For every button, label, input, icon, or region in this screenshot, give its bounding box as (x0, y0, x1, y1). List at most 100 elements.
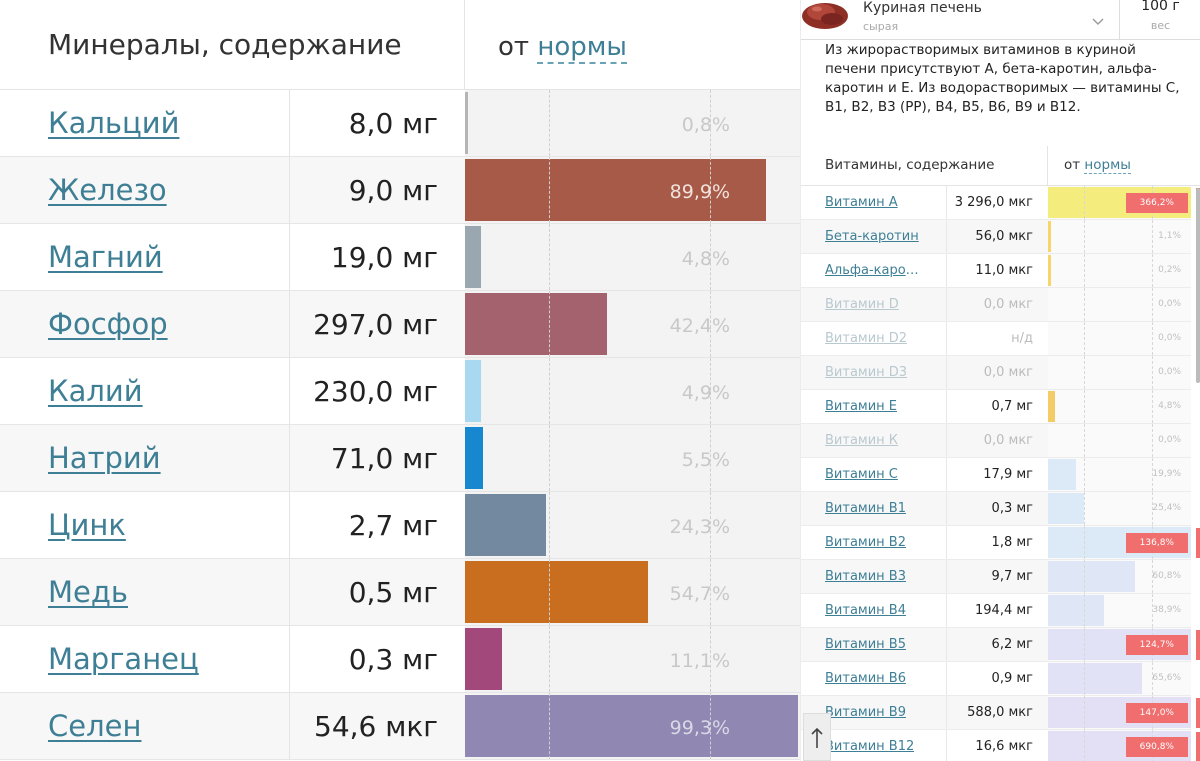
food-subtitle: сырая (863, 20, 899, 33)
vitamin-row: Витамин А 3 296,0 мкг 366,2% (801, 186, 1200, 220)
norm-bar (1048, 391, 1055, 422)
mineral-name-link[interactable]: Калий (48, 374, 143, 408)
mineral-name-link[interactable]: Натрий (48, 441, 161, 475)
gridline (1084, 186, 1085, 219)
food-selector[interactable]: Куриная печень сырая 100 г вес (801, 0, 1200, 40)
vitamin-name-link[interactable]: Витамин D2 (825, 331, 908, 346)
vitamin-name-link[interactable]: Витамин Е (825, 399, 898, 414)
vitamin-name-link[interactable]: Витамин В4 (825, 603, 906, 618)
norm-bar (465, 427, 484, 489)
column-divider (946, 560, 947, 593)
norm-link[interactable]: нормы (537, 32, 627, 64)
overflow-marker (1196, 528, 1200, 558)
arrow-up-icon[interactable] (803, 713, 831, 761)
gridline (1084, 492, 1085, 525)
norm-bar-zone: 147,0% (1048, 696, 1191, 729)
norm-bar (465, 360, 482, 422)
mineral-name-link[interactable]: Железо (48, 173, 167, 207)
column-divider (289, 626, 290, 692)
weight-value[interactable]: 100 г (1141, 0, 1180, 14)
norm-bar (1048, 663, 1142, 694)
gridline (1084, 526, 1085, 559)
norm-percent: 0,8% (681, 114, 730, 136)
vitamin-name-link[interactable]: Витамин В1 (825, 501, 906, 516)
norm-percent: 54,7% (669, 583, 730, 605)
vitamin-name-link[interactable]: Витамин D (825, 297, 899, 312)
norm-link[interactable]: нормы (1084, 157, 1131, 174)
column-divider (946, 322, 947, 355)
vitamin-name-link[interactable]: Витамин В12 (825, 739, 915, 754)
mineral-name-link[interactable]: Фосфор (48, 307, 168, 341)
norm-percent: 4,8% (1158, 401, 1181, 411)
mineral-name-link[interactable]: Селен (48, 709, 142, 743)
vitamin-amount: 194,4 мг (975, 603, 1033, 618)
vitamin-name-link[interactable]: Витамин В3 (825, 569, 906, 584)
vitamin-name-link[interactable]: Альфа-каротин (825, 263, 925, 278)
food-name: Куриная печень (863, 0, 982, 16)
vitamin-name-link[interactable]: Витамин D3 (825, 365, 908, 380)
norm-bar-zone: 0,8% (465, 90, 800, 156)
vitamin-name-link[interactable]: Бета-каротин (825, 229, 919, 244)
vitamin-amount: 56,0 мкг (975, 229, 1033, 244)
gridline (549, 358, 550, 424)
mineral-name-link[interactable]: Марганец (48, 642, 199, 676)
column-divider (946, 492, 947, 525)
row-background (0, 693, 465, 759)
gridline (1084, 288, 1085, 321)
mineral-amount: 8,0 мг (348, 107, 438, 140)
vitamin-row: Витамин В5 6,2 мг 124,7% (801, 628, 1200, 662)
norm-bar (465, 293, 608, 355)
norm-bar (465, 159, 767, 221)
gridline (710, 358, 711, 424)
column-divider (946, 696, 947, 729)
vitamin-name-link[interactable]: Витамин К (825, 433, 899, 448)
vitamin-name-link[interactable]: Витамин В6 (825, 671, 906, 686)
mineral-amount: 19,0 мг (330, 241, 438, 274)
gridline (549, 492, 550, 558)
gridline (710, 90, 711, 156)
vitamin-row: Витамин В4 194,4 мг 38,9% (801, 594, 1191, 628)
vitamin-name-link[interactable]: Витамин С (825, 467, 898, 482)
vitamin-row: Витамин В12 16,6 мкг 690,8% (801, 730, 1200, 761)
mineral-name-link[interactable]: Кальций (48, 106, 180, 140)
row-background (801, 696, 1048, 729)
gridline (1152, 288, 1153, 321)
header-divider (1047, 146, 1048, 186)
vitamin-amount: 0,9 мг (991, 671, 1033, 686)
column-divider (946, 628, 947, 661)
vitamin-amount: 17,9 мг (983, 467, 1033, 482)
vitamin-name-link[interactable]: Витамин В2 (825, 535, 906, 550)
mineral-name-link[interactable]: Цинк (48, 508, 126, 542)
mineral-amount: 71,0 мг (330, 442, 438, 475)
vitamin-amount: 6,2 мг (991, 637, 1033, 652)
vitamin-amount: н/д (1011, 331, 1033, 346)
gridline (1084, 560, 1085, 593)
row-background (0, 425, 465, 491)
gridline (710, 224, 711, 290)
row-background (0, 291, 465, 357)
column-divider (946, 458, 947, 491)
mineral-row: Калий 230,0 мг 4,9% (0, 358, 800, 425)
norm-bar-zone: 99,3% (465, 693, 800, 759)
gridline (549, 559, 550, 625)
norm-bar-zone: 366,2% (1048, 186, 1191, 219)
vitamin-row: Витамин В6 0,9 мг 65,6% (801, 662, 1191, 696)
gridline (710, 559, 711, 625)
norm-percent: 60,8% (1152, 571, 1181, 581)
norm-percent-badge: 366,2% (1125, 193, 1188, 213)
vitamin-amount: 9,7 мг (991, 569, 1033, 584)
gridline (1084, 254, 1085, 287)
row-background (801, 628, 1048, 661)
mineral-name-link[interactable]: Медь (48, 575, 129, 609)
weight-box[interactable]: 100 г вес (1119, 0, 1200, 40)
vitamin-name-link[interactable]: Витамин А (825, 195, 898, 210)
vitamin-row: Витамин В2 1,8 мг 136,8% (801, 526, 1200, 560)
vitamin-name-link[interactable]: Витамин В9 (825, 705, 906, 720)
mineral-name-link[interactable]: Магний (48, 240, 163, 274)
vitamin-name-link[interactable]: Витамин В5 (825, 637, 906, 652)
norm-bar (465, 226, 482, 288)
chevron-down-icon[interactable] (1092, 16, 1104, 29)
overflow-marker (1196, 698, 1200, 728)
scrollbar[interactable] (1196, 188, 1200, 383)
vitamin-amount: 0,0 мкг (983, 297, 1033, 312)
